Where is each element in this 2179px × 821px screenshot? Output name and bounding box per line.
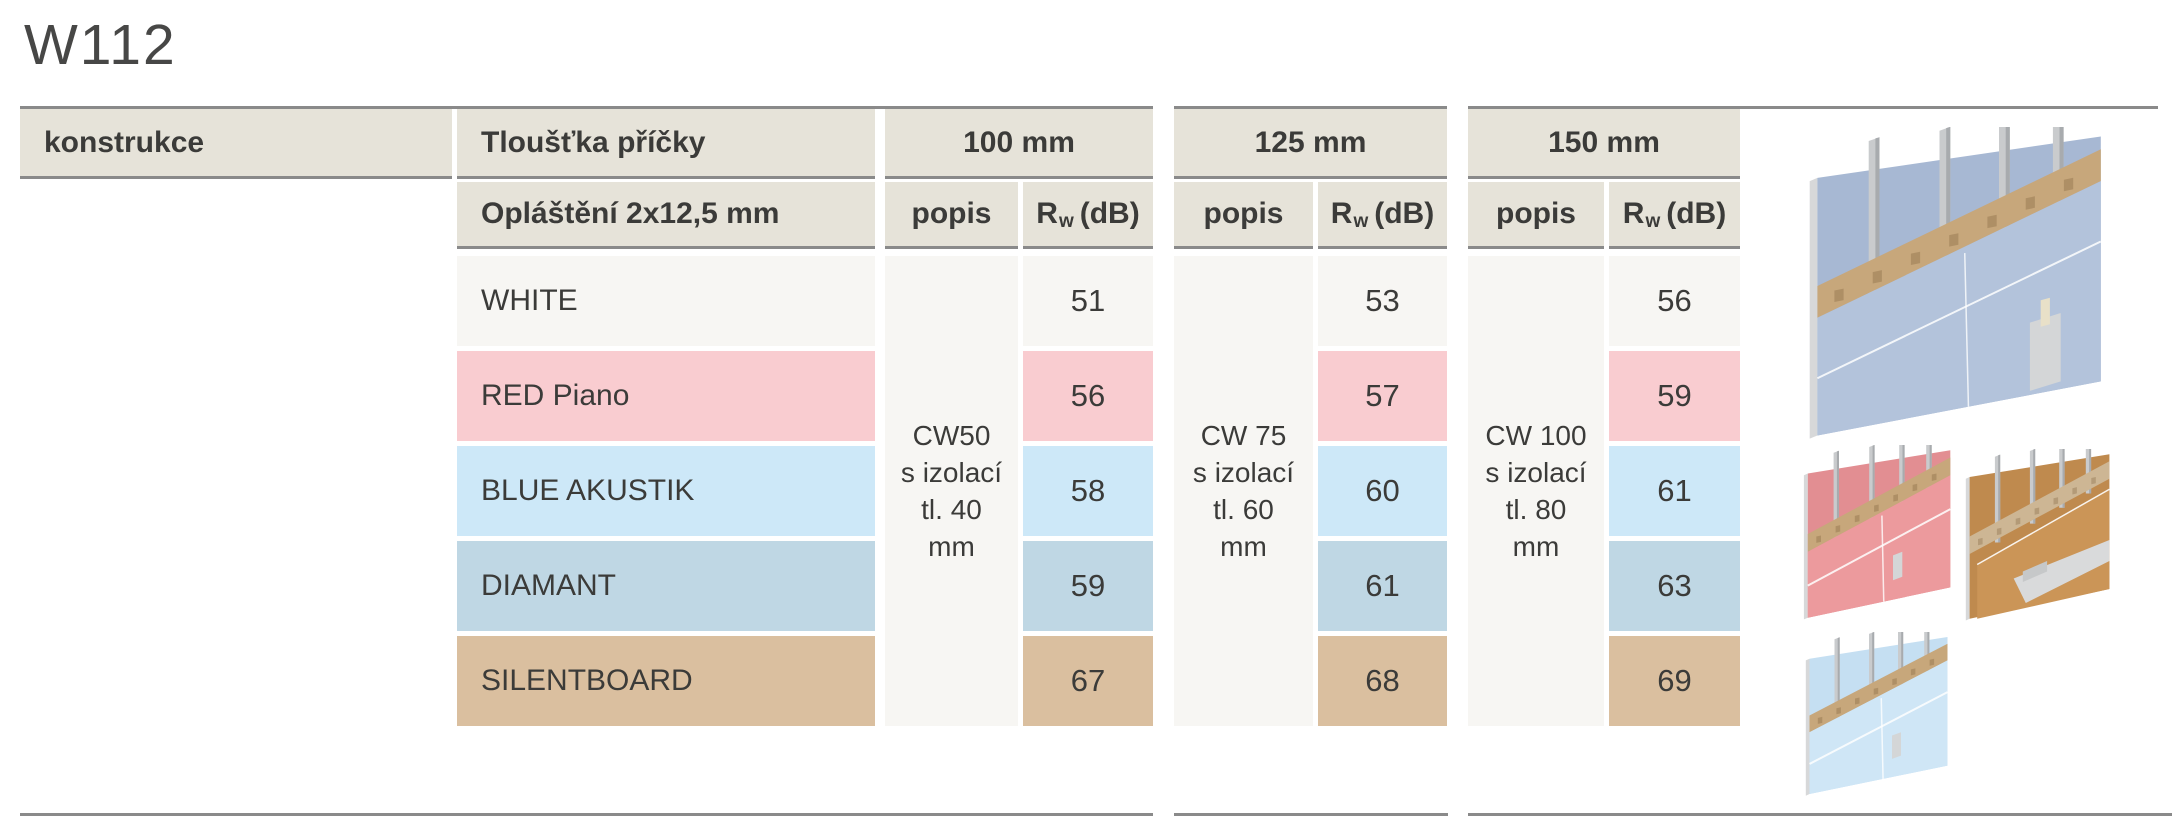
group-header-125mm: 125 mm [1174,109,1447,179]
stud-description-150: CW 100 s izolací tl. 80 mm [1468,256,1604,726]
rw-value-cell: 67 [1023,636,1153,726]
group-header-150mm: 150 mm [1468,109,1740,179]
bottom-rule-125 [1174,813,1448,816]
rw-value-cell: 59 [1609,351,1740,441]
rw-value-cell: 69 [1609,636,1740,726]
rw-symbol: R [1622,197,1645,230]
column-header-thickness: Tloušťka příčky [457,109,875,179]
column-header-popis-150: popis [1468,182,1604,249]
column-header-popis-125: popis [1174,182,1313,249]
cladding-row-label: DIAMANT [457,541,875,631]
rw-value-cell: 60 [1318,446,1447,536]
rw-value-cell: 58 [1023,446,1153,536]
column-header-cladding: Opláštění 2x12,5 mm [457,182,875,249]
rw-subscript: w [1645,211,1661,232]
column-header-konstrukce: konstrukce [20,109,452,179]
column-header-popis-100: popis [885,182,1018,249]
stud-description-100: CW50 s izolací tl. 40 mm [885,256,1018,726]
rw-value-cell: 53 [1318,256,1447,346]
top-rule-main [20,106,1153,109]
wall-render-large-blue [1802,127,2110,445]
rw-subscript: w [1058,211,1074,232]
rw-unit: (dB) [1666,197,1727,230]
top-rule-150 [1468,106,2158,109]
top-rule-125 [1174,106,1447,109]
cladding-row-label: SILENTBOARD [457,636,875,726]
wall-render-large-blue-graphic [1809,127,2102,439]
cladding-row-label: RED Piano [457,351,875,441]
group-header-100mm: 100 mm [885,109,1153,179]
rw-value-cell: 61 [1318,541,1447,631]
cladding-row-label: BLUE AKUSTIK [457,446,875,536]
rw-unit: (dB) [1079,197,1140,230]
wall-render-blue-akustik [1802,632,1952,799]
bottom-rule-150 [1468,813,2172,816]
rw-value-cell: 63 [1609,541,1740,631]
rw-value-cell: 59 [1023,541,1153,631]
rw-symbol: R [1330,197,1353,230]
rw-value-cell: 56 [1609,256,1740,346]
rw-value-cell: 51 [1023,256,1153,346]
page-title: W112 [24,13,177,77]
rw-value-cell: 61 [1609,446,1740,536]
bottom-rule-main [20,813,1153,816]
wall-render-blue-akustik-graphic [1805,632,1948,796]
rw-value-cell: 56 [1023,351,1153,441]
rw-value-cell: 57 [1318,351,1447,441]
stud-description-125: CW 75 s izolací tl. 60 mm [1174,256,1313,726]
rw-subscript: w [1353,211,1369,232]
wall-render-red-piano-graphic [1803,445,1951,620]
wall-render-red-piano [1800,445,1955,623]
cladding-row-label: WHITE [457,256,875,346]
rw-symbol: R [1036,197,1058,230]
wall-render-silentboard-brown-graphic [1965,449,2110,621]
rw-unit: (dB) [1374,197,1435,230]
wall-render-silentboard-brown [1962,449,2114,624]
rw-value-cell: 68 [1318,636,1447,726]
